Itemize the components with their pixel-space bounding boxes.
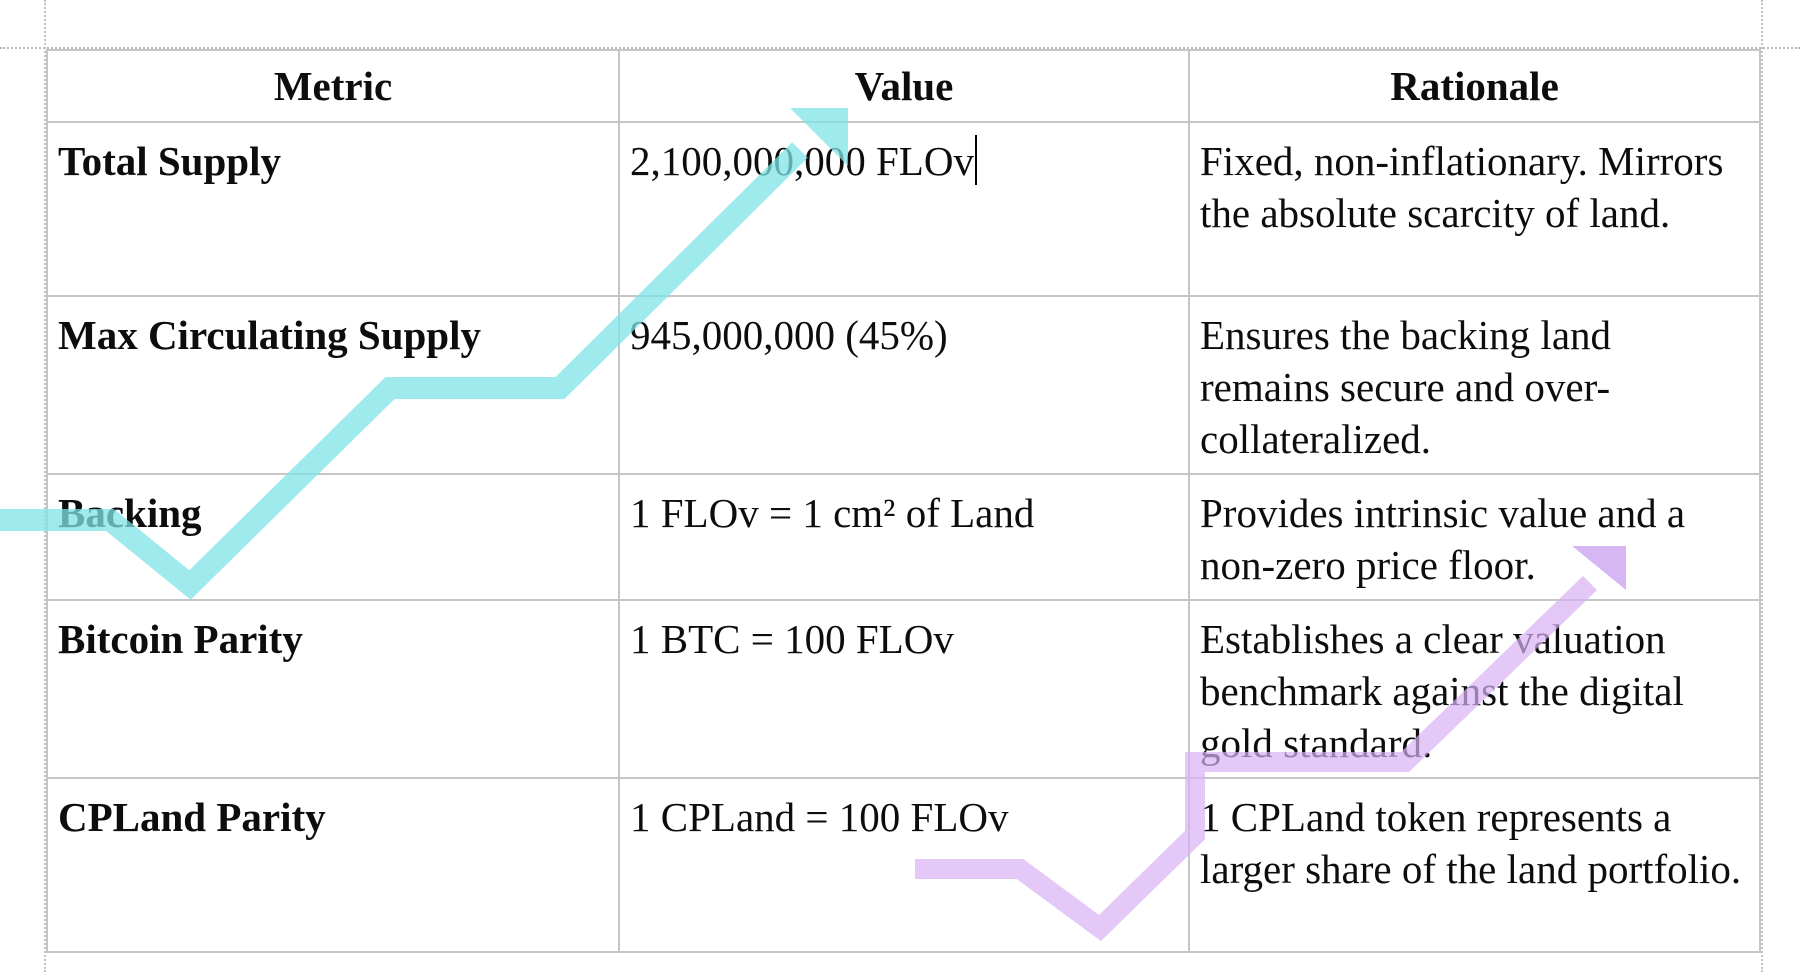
table-row: Total Supply 2,100,000,000 FLOv Fixed, n…	[46, 121, 1761, 297]
metric-cell[interactable]: CPLand Parity	[46, 777, 620, 953]
rationale-cell[interactable]: Provides intrinsic value and a non-zero …	[1188, 473, 1761, 601]
header-metric: Metric	[46, 49, 620, 123]
value-cell[interactable]: 1 BTC = 100 FLOv	[618, 599, 1190, 779]
table-header-row: Metric Value Rationale	[46, 49, 1761, 123]
value-cell[interactable]: 945,000,000 (45%)	[618, 295, 1190, 475]
table-row: Backing 1 FLOv = 1 cm² of Land Provides …	[46, 473, 1761, 601]
margin-guide-top	[0, 47, 1800, 49]
metric-cell[interactable]: Total Supply	[46, 121, 620, 297]
table-row: Bitcoin Parity 1 BTC = 100 FLOv Establis…	[46, 599, 1761, 779]
value-cell[interactable]: 1 CPLand = 100 FLOv	[618, 777, 1190, 953]
value-cell[interactable]: 1 FLOv = 1 cm² of Land	[618, 473, 1190, 601]
metric-cell[interactable]: Backing	[46, 473, 620, 601]
table-row: CPLand Parity 1 CPLand = 100 FLOv 1 CPLa…	[46, 777, 1761, 953]
header-value: Value	[618, 49, 1190, 123]
rationale-cell[interactable]: Establishes a clear valuation benchmark …	[1188, 599, 1761, 779]
rationale-cell[interactable]: Fixed, non-inflationary. Mirrors the abs…	[1188, 121, 1761, 297]
metric-cell[interactable]: Bitcoin Parity	[46, 599, 620, 779]
tokenomics-table: Metric Value Rationale Total Supply 2,10…	[46, 49, 1761, 953]
rationale-cell[interactable]: 1 CPLand token represents a larger share…	[1188, 777, 1761, 953]
header-rationale: Rationale	[1188, 49, 1761, 123]
rationale-cell[interactable]: Ensures the backing land remains secure …	[1188, 295, 1761, 475]
metric-cell[interactable]: Max Circulating Supply	[46, 295, 620, 475]
text-cursor	[974, 135, 977, 185]
table-row: Max Circulating Supply 945,000,000 (45%)…	[46, 295, 1761, 475]
value-cell[interactable]: 2,100,000,000 FLOv	[618, 121, 1190, 297]
value-text: 2,100,000,000 FLOv	[630, 138, 974, 184]
margin-guide-right	[1761, 0, 1763, 972]
